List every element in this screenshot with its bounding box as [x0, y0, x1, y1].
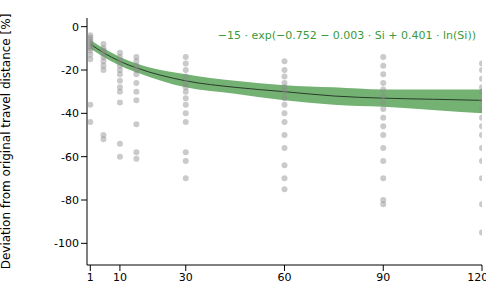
svg-text:0: 0	[72, 21, 79, 34]
svg-text:120: 120	[467, 271, 478, 284]
svg-text:-40: -40	[61, 107, 79, 120]
svg-text:-20: -20	[61, 64, 79, 77]
svg-text:Deviation from original travel: Deviation from original travel distance …	[8, 14, 13, 270]
html-text:−15 · exp(−0.752 − 0.003 · Si: −15 · exp(−0.752 − 0.003 · Si + 0.401 · …	[217, 29, 476, 42]
svg-text:30: 30	[179, 271, 193, 284]
svg-text:1: 1	[87, 271, 94, 284]
svg-text:90: 90	[376, 271, 390, 284]
svg-text:10: 10	[113, 271, 127, 284]
svg-text:60: 60	[278, 271, 292, 284]
svg-text:-80: -80	[61, 194, 79, 207]
svg-text:-100: -100	[54, 237, 79, 250]
svg-text:-60: -60	[61, 151, 79, 164]
